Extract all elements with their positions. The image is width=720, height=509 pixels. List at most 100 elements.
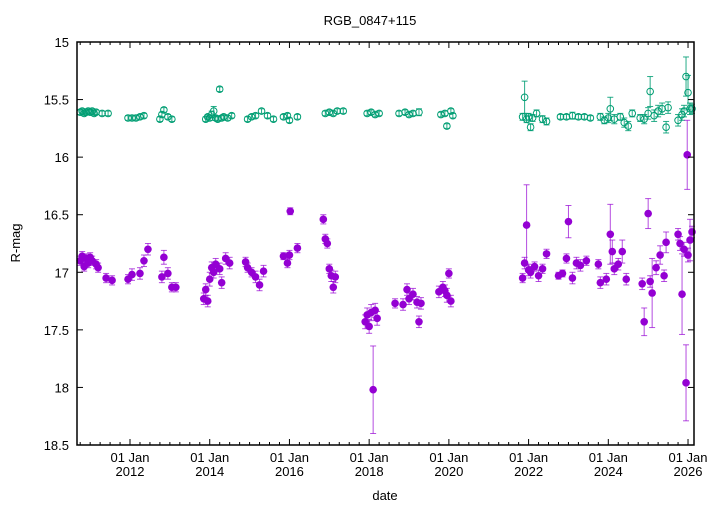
data-point — [622, 275, 631, 283]
data-point — [255, 281, 264, 289]
y-axis-label: R-mag — [8, 223, 23, 262]
data-point — [293, 244, 302, 252]
data-point — [247, 113, 256, 121]
data-point — [160, 253, 168, 262]
data-point — [263, 111, 272, 120]
data-point — [522, 221, 531, 229]
data-point — [682, 72, 690, 81]
data-point — [293, 113, 302, 121]
data-point — [646, 277, 654, 286]
data-point — [158, 273, 166, 281]
data-point — [558, 269, 567, 278]
data-point — [662, 123, 670, 132]
data-point — [160, 106, 168, 114]
data-point — [678, 290, 686, 298]
data-point — [640, 317, 648, 326]
data-point — [662, 238, 670, 247]
data-point — [319, 215, 328, 224]
data-point — [215, 265, 224, 273]
data-point — [528, 114, 537, 122]
data-point — [94, 263, 102, 272]
data-point — [325, 108, 334, 117]
data-point — [321, 109, 330, 118]
data-point — [203, 297, 212, 305]
data-point — [219, 113, 228, 121]
data-point — [596, 278, 605, 287]
y-tick-label: 18 — [55, 380, 69, 395]
data-point — [644, 209, 652, 218]
data-point — [447, 297, 455, 305]
data-point — [574, 113, 583, 121]
data-point — [532, 109, 541, 118]
data-point — [616, 113, 625, 121]
data-point — [624, 122, 633, 130]
data-point — [128, 270, 136, 279]
data-point — [136, 269, 144, 278]
data-point — [329, 283, 338, 292]
data-point — [556, 113, 565, 121]
data-point — [363, 109, 371, 118]
data-point — [140, 256, 148, 265]
x-tick-label: 2024 — [594, 464, 623, 479]
data-point — [217, 278, 226, 287]
data-point — [564, 217, 573, 226]
data-point — [403, 285, 411, 294]
data-point — [333, 107, 342, 115]
data-point — [209, 107, 218, 115]
data-point — [132, 114, 140, 122]
data-point — [562, 254, 571, 263]
x-tick-label: 01 Jan — [110, 450, 149, 465]
data-point — [225, 259, 234, 267]
x-axis-label: date — [372, 488, 397, 503]
x-tick-label: 2014 — [195, 464, 224, 479]
series-target — [76, 119, 696, 434]
data-point — [542, 250, 551, 258]
data-point — [606, 104, 615, 113]
data-point — [568, 274, 577, 282]
data-point — [684, 251, 692, 259]
data-point — [259, 267, 268, 275]
x-tick-label: 2018 — [355, 464, 384, 479]
data-point — [286, 207, 295, 216]
data-point — [156, 115, 164, 123]
data-point — [279, 113, 288, 121]
data-point — [285, 251, 294, 259]
data-point — [108, 276, 116, 285]
data-point — [654, 107, 662, 115]
data-point — [650, 111, 658, 120]
chart-title: RGB_0847+115 — [324, 13, 417, 28]
data-point — [365, 322, 373, 331]
x-tick-label: 2026 — [674, 464, 703, 479]
data-point — [602, 275, 611, 283]
x-tick-label: 2022 — [514, 464, 543, 479]
data-point — [688, 104, 696, 113]
x-tick-label: 2020 — [434, 464, 463, 479]
data-point — [371, 306, 379, 315]
data-point — [283, 111, 292, 120]
data-point — [227, 111, 236, 120]
data-point — [618, 247, 627, 256]
data-point — [443, 122, 451, 130]
data-point — [518, 274, 527, 282]
data-point — [445, 269, 453, 278]
data-point — [98, 109, 106, 118]
data-point — [102, 274, 110, 282]
data-point — [269, 115, 278, 123]
data-point — [648, 289, 656, 297]
data-point — [576, 261, 585, 270]
data-point — [530, 262, 539, 271]
data-point — [399, 300, 407, 309]
x-tick-label: 2016 — [275, 464, 304, 479]
data-point — [251, 111, 260, 120]
x-tick-label: 01 Jan — [509, 450, 548, 465]
data-point — [124, 114, 132, 122]
data-point — [542, 117, 551, 126]
x-tick-label: 01 Jan — [190, 450, 229, 465]
data-point — [375, 109, 383, 118]
data-point — [215, 85, 224, 94]
x-tick-label: 01 Jan — [270, 450, 309, 465]
data-point — [104, 109, 112, 118]
y-tick-label: 17.5 — [44, 323, 69, 338]
data-point — [680, 245, 688, 254]
